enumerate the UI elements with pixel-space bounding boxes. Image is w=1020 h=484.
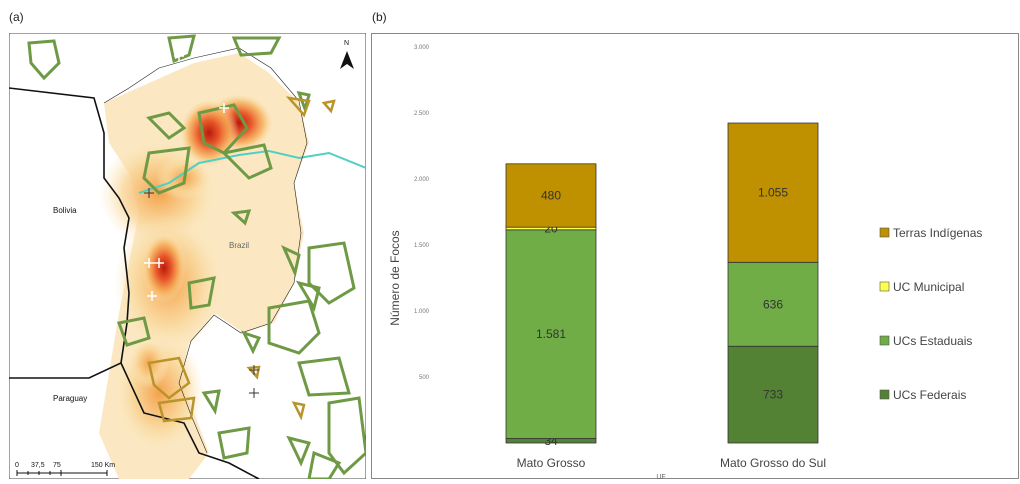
- data-label: 733: [763, 388, 783, 402]
- scale-label-150: 150 Km: [91, 462, 115, 469]
- bar-segment: [727, 345, 819, 444]
- scale-label-0: 0: [15, 462, 19, 469]
- y-tick-label: 2.500: [414, 111, 430, 117]
- north-arrow-icon: N: [340, 40, 354, 69]
- chart-panel: 500 1.000 1.500 2.000 2.500 3.000 34 1.581 20 48…: [371, 33, 1019, 481]
- legend-label: UC Municipal: [893, 280, 964, 294]
- y-tick-label: 2.000: [414, 177, 430, 183]
- x-axis-label: UF: [656, 474, 665, 479]
- legend-swatch: [879, 281, 890, 292]
- legend-swatch: [879, 389, 890, 400]
- legend-swatch: [879, 335, 890, 346]
- legend-label: Terras Indígenas: [893, 226, 982, 240]
- map-label-paraguay: Paraguay: [53, 394, 87, 403]
- data-label: 1.055: [758, 186, 788, 200]
- map-label-bolivia: Bolivia: [53, 206, 77, 215]
- bar-segment: [505, 163, 597, 228]
- scale-label-75: 75: [53, 462, 61, 469]
- data-label: 480: [541, 189, 561, 203]
- north-label: N: [344, 40, 349, 47]
- scale-label-37: 37,5: [31, 462, 45, 469]
- paraguay-border: [120, 362, 260, 479]
- bar-segment: [727, 261, 819, 347]
- map-label-brazil: Brazil: [229, 241, 249, 250]
- legend-label: UCs Estaduais: [893, 334, 972, 348]
- data-label: 1.581: [536, 327, 566, 341]
- x-tick-label: Mato Grosso: [517, 456, 586, 470]
- legend-swatch: [879, 227, 890, 238]
- scale-bar: 0 37,5 75 150 Km: [15, 462, 115, 476]
- cropped-caption-strip: [0, 0, 1020, 8]
- bar-segment: [505, 229, 597, 439]
- y-tick-label: 1.000: [414, 309, 430, 315]
- pantanal-outline: [103, 47, 308, 454]
- y-tick-label: 1.500: [414, 243, 430, 249]
- bar-segment: [727, 122, 819, 263]
- data-label: 636: [763, 297, 783, 311]
- fire-density-map: Bolivia Brazil Paraguay N 0 37,5 75 150 …: [9, 33, 366, 479]
- y-axis-label: Número de Focos: [388, 230, 402, 325]
- panel-label-b: (b): [372, 10, 387, 24]
- x-tick-label: Mato Grosso do Sul: [720, 456, 826, 470]
- panel-label-a: (a): [9, 10, 24, 24]
- legend-label: UCs Federais: [893, 388, 966, 402]
- y-tick-label: 3.000: [414, 45, 430, 51]
- bolivia-border: [9, 87, 130, 379]
- river-line: [138, 149, 366, 194]
- y-tick-label: 500: [419, 375, 430, 381]
